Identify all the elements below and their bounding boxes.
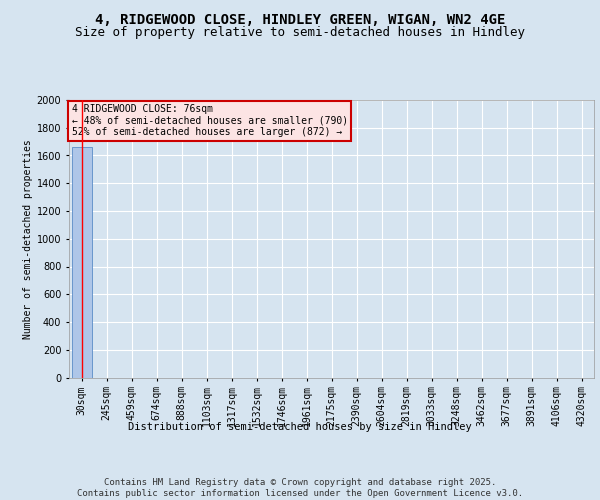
Text: Size of property relative to semi-detached houses in Hindley: Size of property relative to semi-detach… <box>75 26 525 39</box>
Bar <box>71 147 91 378</box>
Text: 4 RIDGEWOOD CLOSE: 76sqm
← 48% of semi-detached houses are smaller (790)
52% of : 4 RIDGEWOOD CLOSE: 76sqm ← 48% of semi-d… <box>71 104 348 138</box>
Text: Distribution of semi-detached houses by size in Hindley: Distribution of semi-detached houses by … <box>128 422 472 432</box>
Text: Contains HM Land Registry data © Crown copyright and database right 2025.
Contai: Contains HM Land Registry data © Crown c… <box>77 478 523 498</box>
Y-axis label: Number of semi-detached properties: Number of semi-detached properties <box>23 139 32 338</box>
Text: 4, RIDGEWOOD CLOSE, HINDLEY GREEN, WIGAN, WN2 4GE: 4, RIDGEWOOD CLOSE, HINDLEY GREEN, WIGAN… <box>95 12 505 26</box>
